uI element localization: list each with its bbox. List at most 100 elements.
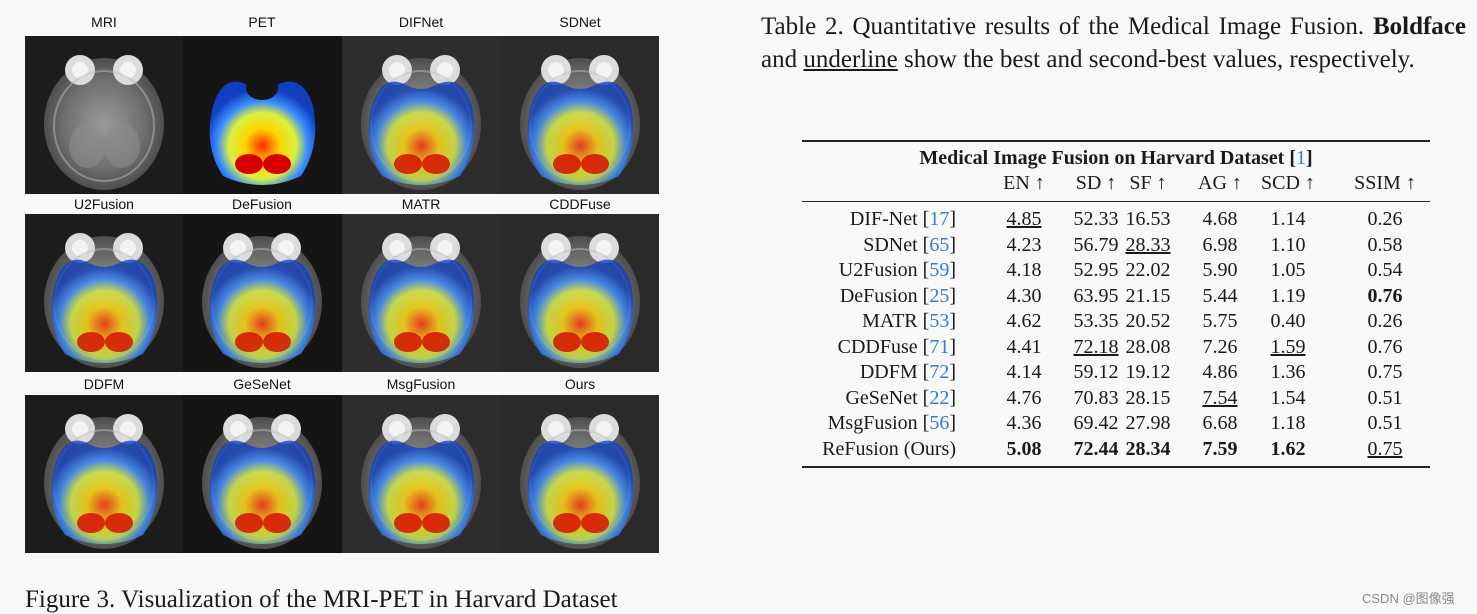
panel-label: DDFM: [83, 376, 125, 392]
metric-value: 1.18: [1270, 412, 1306, 434]
metric-value: 5.75: [1202, 310, 1238, 332]
metric-value: 4.85: [1006, 208, 1042, 230]
method-label: GeSeNet: [845, 386, 918, 409]
panel-label: DIFNet: [398, 14, 444, 30]
brain-scan-image: [25, 214, 184, 372]
metric-value: 1.14: [1270, 208, 1306, 230]
brain-scan-image: [501, 395, 659, 553]
metric-value: 0.40: [1270, 310, 1306, 332]
method-label: ReFusion (Ours): [822, 437, 956, 460]
column-header: EN ↑: [1003, 172, 1045, 194]
metric-value: 0.75: [1367, 437, 1403, 460]
metric-value: 56.79: [1073, 233, 1119, 256]
table-caption-underline: underline: [803, 46, 898, 73]
metric-value: 1.59: [1270, 335, 1306, 358]
metric-value: 0.51: [1367, 412, 1403, 434]
panel-label: GeSeNet: [233, 376, 291, 392]
method-label: CDDFuse: [837, 335, 918, 358]
metric-value: 70.83: [1073, 386, 1119, 409]
metric-value: 4.23: [1006, 233, 1042, 256]
method-name: DeFusion [25]: [839, 284, 956, 307]
table-bottom-rule: [802, 466, 1430, 468]
metric-value: 7.54: [1202, 386, 1238, 409]
citation-link[interactable]: 72: [929, 361, 950, 383]
method-name: GeSeNet [22]: [845, 386, 956, 409]
method-label: DeFusion: [839, 284, 918, 307]
citation-link[interactable]: 71: [929, 335, 950, 358]
metric-value: 0.51: [1367, 386, 1403, 409]
method-name: U2Fusion [59]: [838, 259, 956, 281]
metric-value: 1.62: [1270, 437, 1306, 460]
method-label: U2Fusion: [838, 259, 918, 281]
metric-value: 16.53: [1125, 208, 1171, 230]
citation-link[interactable]: 59: [929, 259, 950, 281]
column-header: SD ↑: [1075, 172, 1117, 194]
brain-scan-image: [25, 395, 184, 553]
metric-value: 69.42: [1073, 412, 1119, 434]
column-header: SCD ↑: [1261, 172, 1315, 194]
panel-label: SDNet: [559, 14, 601, 30]
metric-value: 4.76: [1006, 386, 1042, 409]
metric-value: 4.30: [1006, 284, 1042, 307]
table-caption-bold: Boldface: [1372, 13, 1466, 40]
method-name: DIF-Net [17]: [849, 208, 956, 230]
metric-value: 59.12: [1073, 361, 1119, 383]
table-title-text: Medical Image Fusion on Harvard Dataset: [919, 147, 1285, 169]
table-title: Medical Image Fusion on Harvard Dataset …: [919, 147, 1313, 169]
method-name: ReFusion (Ours): [802, 438, 956, 461]
metric-value: 0.26: [1367, 208, 1403, 230]
metric-value: 4.68: [1202, 208, 1238, 230]
table-caption: Table 2. Quantitative results of the Med…: [761, 10, 1466, 76]
table-title-ref[interactable]: 1: [1295, 147, 1306, 169]
brain-scan-image: [501, 36, 659, 194]
citation-link[interactable]: 17: [929, 208, 950, 230]
metric-value: 28.08: [1125, 335, 1171, 358]
panel-label: Ours: [564, 376, 596, 392]
metric-value: 72.18: [1073, 335, 1119, 358]
panel-label: U2Fusion: [74, 196, 134, 212]
metric-value: 1.36: [1270, 361, 1306, 383]
panel-label: MsgFusion: [386, 376, 456, 392]
metric-value: 1.10: [1270, 233, 1306, 256]
metric-value: 27.98: [1125, 412, 1171, 434]
citation-link[interactable]: 65: [929, 233, 950, 256]
metric-value: 6.68: [1202, 412, 1238, 434]
metric-value: 7.59: [1202, 437, 1238, 460]
citation-link[interactable]: 56: [929, 412, 950, 434]
metric-value: 6.98: [1202, 233, 1238, 256]
method-name: SDNet [65]: [863, 233, 956, 256]
metric-value: 22.02: [1125, 259, 1171, 281]
method-name: DDFM [72]: [859, 361, 956, 383]
metric-value: 28.15: [1125, 386, 1171, 409]
brain-scan-image: [183, 214, 342, 372]
metric-value: 53.35: [1073, 310, 1119, 332]
table-caption-prefix: Table 2. Quantitative results of the Med…: [761, 13, 1373, 40]
table-caption-middle: and: [761, 46, 804, 73]
metric-value: 0.54: [1367, 259, 1403, 281]
metric-value: 4.36: [1006, 412, 1042, 434]
metric-value: 1.19: [1270, 284, 1306, 307]
metric-value: 52.33: [1073, 208, 1119, 230]
metric-value: 1.05: [1270, 259, 1306, 281]
panel-label: MRI: [91, 14, 117, 30]
method-label: DIF-Net: [849, 208, 918, 230]
citation-link[interactable]: 25: [929, 284, 950, 307]
panel-label: PET: [248, 14, 276, 30]
method-name: MsgFusion [56]: [827, 412, 956, 434]
metric-value: 5.08: [1006, 437, 1042, 460]
metric-value: 52.95: [1073, 259, 1119, 281]
brain-scan-image: [342, 395, 501, 553]
panel-label: MATR: [401, 196, 441, 212]
citation-link[interactable]: 53: [929, 310, 950, 332]
brain-scan-image: [183, 395, 342, 553]
metric-value: 72.44: [1073, 437, 1119, 460]
panel-label: DeFusion: [232, 196, 292, 212]
figure-caption: Figure 3. Visualization of the MRI-PET i…: [25, 586, 618, 613]
brain-scan-image: [342, 214, 501, 372]
citation-link[interactable]: 22: [929, 386, 950, 409]
metric-value: 4.18: [1006, 259, 1042, 281]
metric-value: 4.41: [1006, 335, 1042, 358]
metric-value: 0.76: [1367, 335, 1403, 358]
column-header: AG ↑: [1198, 172, 1242, 194]
brain-scan-image: [342, 36, 501, 194]
